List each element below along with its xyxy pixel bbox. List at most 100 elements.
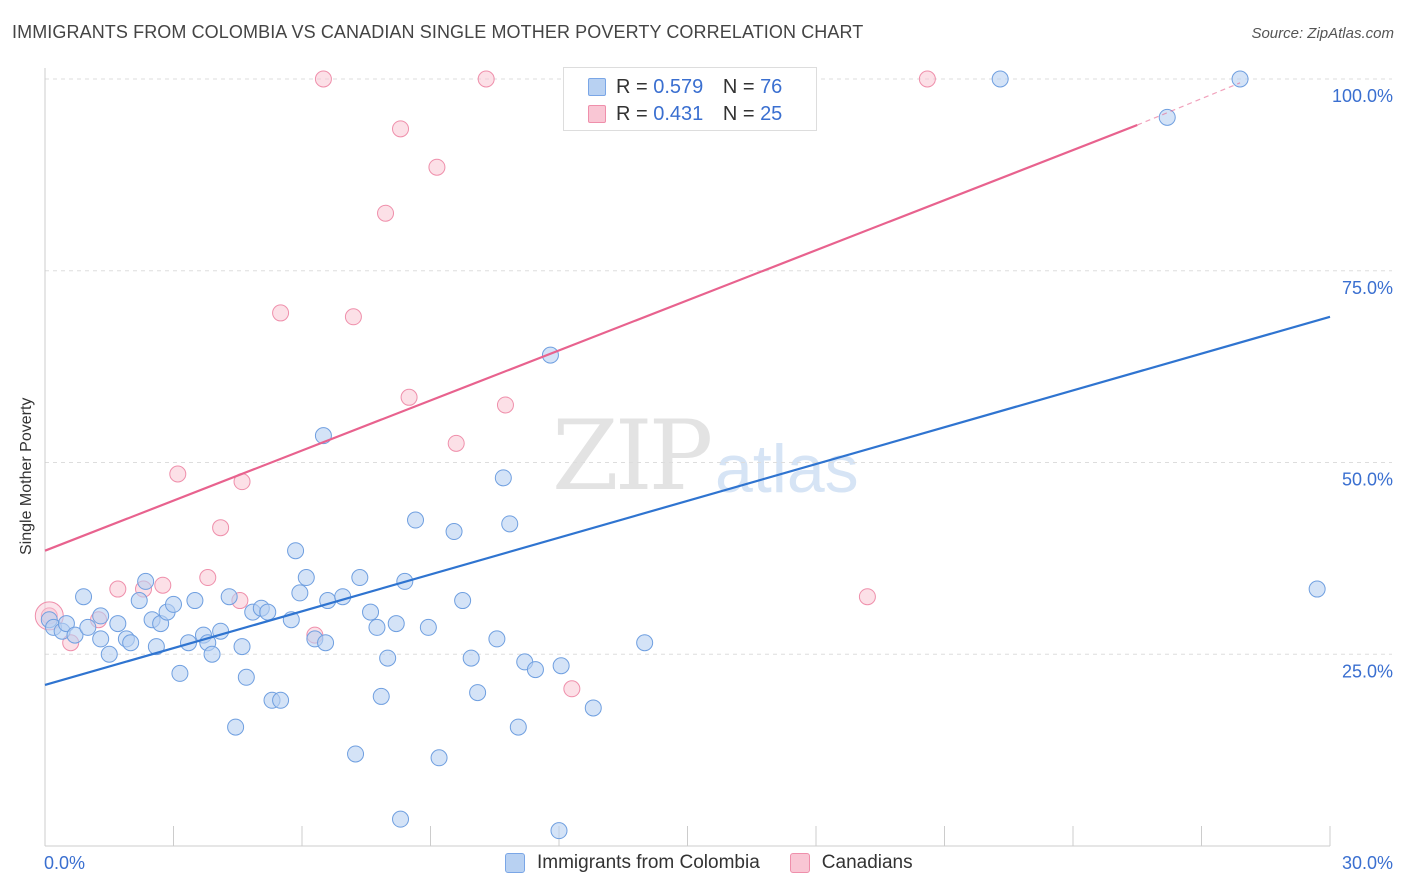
colombia-point: [92, 607, 110, 625]
colombia-point: [991, 70, 1009, 88]
colombia-point: [92, 630, 110, 648]
colombia-point: [379, 649, 397, 667]
legend-swatch-canadians: [588, 105, 606, 123]
source-label: Source: ZipAtlas.com: [1251, 25, 1394, 42]
canadians-trend-extension: [1137, 82, 1241, 126]
colombia-point: [137, 572, 155, 590]
colombia-point: [494, 469, 512, 487]
colombia-point: [122, 634, 140, 652]
colombia-point: [297, 569, 315, 587]
colombia-point: [1231, 70, 1249, 88]
colombia-point: [272, 691, 290, 709]
legend-swatch-colombia: [505, 853, 525, 873]
colombia-point: [291, 584, 309, 602]
colombia-trend-line: [44, 315, 1331, 686]
colombia-point: [636, 634, 654, 652]
canadians-point: [154, 576, 172, 594]
canadians-point: [109, 580, 127, 598]
grid-lines: [45, 78, 1392, 655]
legend-r-value-canadians: 0.431: [653, 102, 704, 125]
colombia-point: [287, 542, 305, 560]
canadians-point: [400, 388, 418, 406]
colombia-point: [130, 592, 148, 610]
legend-n-label: N =: [722, 75, 755, 98]
legend-n-label: N =: [722, 102, 755, 125]
canadians-point: [212, 519, 230, 537]
colombia-point: [445, 523, 463, 541]
correlation-legend: R = 0.579 N = 76 R = 0.431 N = 25: [563, 67, 817, 131]
colombia-point: [552, 657, 570, 675]
colombia-point: [368, 618, 386, 636]
canadians-trend-line: [44, 123, 1138, 552]
colombia-point: [66, 626, 84, 644]
colombia-point: [186, 592, 204, 610]
colombia-point: [462, 649, 480, 667]
canadians-point: [272, 304, 290, 322]
colombia-point: [407, 511, 425, 529]
colombia-point: [57, 615, 75, 633]
canadians-point: [918, 70, 936, 88]
colombia-point: [387, 615, 405, 633]
canadians-point: [392, 120, 410, 138]
canadians-point: [377, 204, 395, 222]
colombia-point: [454, 592, 472, 610]
colombia-point: [227, 718, 245, 736]
colombia-point: [109, 615, 127, 633]
y-tick-label: 25.0%: [1342, 661, 1393, 681]
colombia-point: [362, 603, 380, 621]
colombia-point: [501, 515, 519, 533]
colombia-point: [171, 664, 189, 682]
canadians-point: [314, 70, 332, 88]
legend-r-label: R =: [616, 75, 648, 98]
colombia-point: [233, 638, 251, 656]
colombia-point: [1308, 580, 1326, 598]
colombia-point: [75, 588, 93, 606]
trend-lines: [44, 82, 1331, 686]
axes: [44, 68, 1331, 847]
colombia-points: [40, 70, 1326, 840]
canadians-point: [344, 308, 362, 326]
colombia-point: [259, 603, 277, 621]
canadians-point: [496, 396, 514, 414]
canadians-point: [169, 465, 187, 483]
colombia-point: [550, 822, 568, 840]
legend-item-colombia[interactable]: Immigrants from Colombia: [505, 852, 760, 874]
colombia-point: [419, 618, 437, 636]
watermark-atlas: atlas: [715, 431, 859, 507]
colombia-point: [317, 634, 335, 652]
colombia-point: [220, 588, 238, 606]
legend-label-colombia: Immigrants from Colombia: [537, 852, 760, 873]
colombia-point: [147, 638, 165, 656]
legend-row-canadians: R = 0.431 N = 25: [588, 102, 782, 126]
x-tick-label-max: 30.0%: [1342, 853, 1393, 873]
colombia-point: [392, 810, 410, 828]
canadians-point: [447, 434, 465, 452]
colombia-point: [1158, 108, 1176, 126]
legend-n-value-colombia: 76: [760, 75, 783, 98]
legend-r-label: R =: [616, 102, 648, 125]
canadians-point: [858, 588, 876, 606]
colombia-point: [237, 668, 255, 686]
canadians-point: [563, 680, 581, 698]
colombia-point: [351, 569, 369, 587]
legend-item-canadians[interactable]: Canadians: [789, 852, 913, 874]
colombia-point: [79, 618, 97, 636]
colombia-point: [526, 661, 544, 679]
watermark-zip: ZIP: [552, 400, 713, 512]
colombia-point: [430, 749, 448, 767]
colombia-point: [100, 645, 118, 663]
x-tick-label-min: 0.0%: [44, 853, 85, 873]
colombia-point: [584, 699, 602, 717]
colombia-point: [347, 745, 365, 763]
y-tick-label: 50.0%: [1342, 470, 1393, 490]
tick-labels: 25.0% 50.0% 75.0% 100.0% 0.0% 30.0%: [44, 86, 1393, 873]
colombia-point: [203, 645, 221, 663]
canadians-point: [477, 70, 495, 88]
series-legend: Immigrants from Colombia Canadians: [505, 852, 943, 874]
colombia-point: [469, 684, 487, 702]
legend-r-value-colombia: 0.579: [653, 75, 704, 98]
chart-title: IMMIGRANTS FROM COLOMBIA VS CANADIAN SIN…: [12, 22, 864, 42]
colombia-point: [488, 630, 506, 648]
legend-swatch-colombia: [588, 78, 606, 96]
